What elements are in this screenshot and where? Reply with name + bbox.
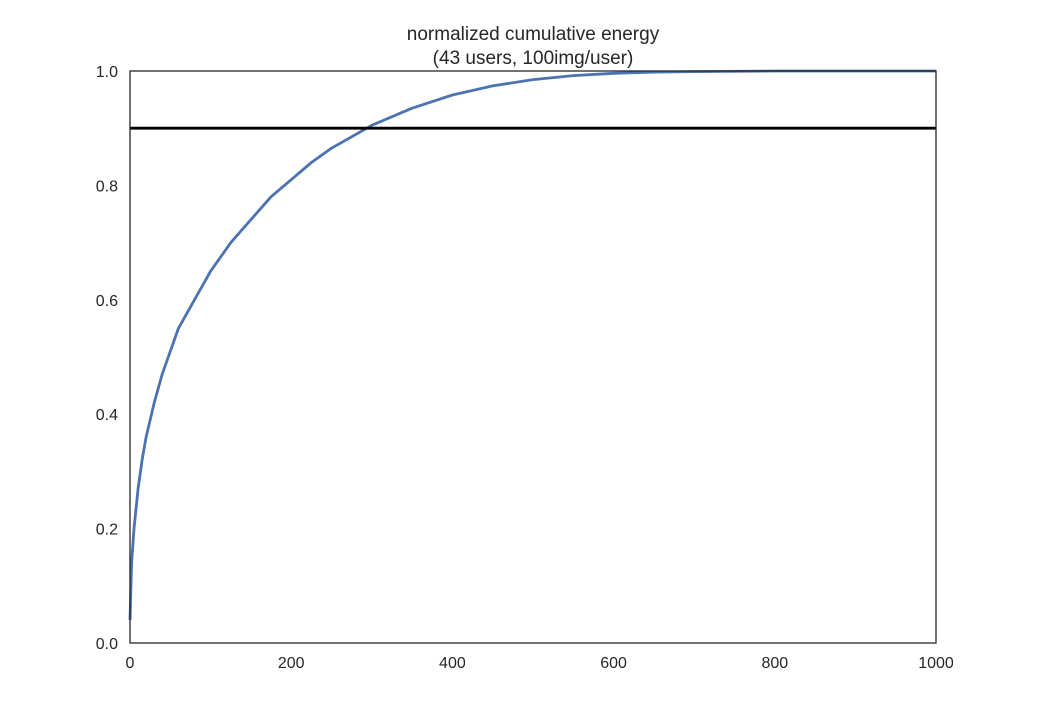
- chart-title: normalized cumulative energy: [407, 24, 660, 45]
- x-tick-label: 400: [439, 655, 466, 672]
- plot-frame: [129, 70, 937, 644]
- x-tick-label: 800: [761, 655, 788, 672]
- x-tick-label: 600: [600, 655, 627, 672]
- plot-area: [128, 69, 936, 621]
- y-tick-label: 1.0: [96, 64, 118, 81]
- x-tick-label: 0: [126, 655, 135, 672]
- series-line: [128, 69, 936, 621]
- y-tick-label: 0.4: [96, 407, 118, 424]
- y-tick-label: 0.6: [96, 293, 118, 310]
- y-tick-label: 0.8: [96, 178, 118, 195]
- x-tick-label: 1000: [918, 655, 954, 672]
- x-tick-label: 200: [278, 655, 305, 672]
- chart-subtitle: (43 users, 100img/user): [433, 48, 634, 69]
- y-tick-label: 0.2: [96, 522, 118, 539]
- y-tick-label: 0.0: [96, 636, 118, 653]
- tick-labels: 0 200 400 600 800 1000 0.0 0.2 0.4 0.6 0.8 1.0: [96, 64, 954, 672]
